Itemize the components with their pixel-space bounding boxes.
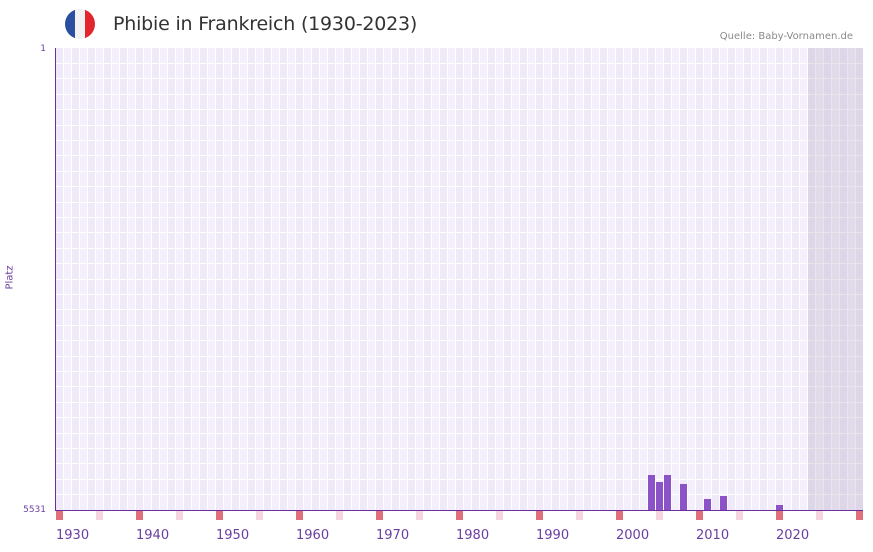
- grid-line: [55, 171, 863, 172]
- grid-line: [55, 279, 863, 280]
- grid-line: [55, 186, 863, 187]
- decade-marker: [616, 511, 623, 520]
- y-tick-top: 1: [40, 44, 46, 54]
- grid-line: [55, 309, 863, 310]
- decade-marker: [296, 511, 303, 520]
- decade-marker: [136, 511, 143, 520]
- x-axis-line: [55, 510, 863, 511]
- y-axis-line: [55, 48, 56, 511]
- decade-marker: [856, 511, 863, 520]
- grid-line: [55, 109, 863, 110]
- grid-line: [55, 94, 863, 95]
- grid-line: [55, 294, 863, 295]
- bar-2005[interactable]: [664, 475, 671, 510]
- grid-line: [55, 140, 863, 141]
- bar-2010[interactable]: [704, 499, 711, 510]
- decade-marker: [216, 511, 223, 520]
- decade-marker: [536, 511, 543, 520]
- future-shade: [808, 48, 863, 510]
- grid-line: [55, 402, 863, 403]
- x-tick-label: 1960: [296, 528, 330, 543]
- bar-2003[interactable]: [648, 475, 655, 510]
- grid-line: [55, 155, 863, 156]
- grid-line: [55, 371, 863, 372]
- x-tick-label: 1950: [216, 528, 250, 543]
- half-decade-marker: [656, 511, 663, 520]
- grid-line: [55, 386, 863, 387]
- x-tick-label: 1980: [456, 528, 490, 543]
- grid-line: [55, 340, 863, 341]
- x-tick-label: 1970: [376, 528, 410, 543]
- france-flag-icon: [65, 9, 95, 39]
- source-credit: Quelle: Baby-Vornamen.de: [719, 31, 853, 42]
- decade-marker: [376, 511, 383, 520]
- bar-2004[interactable]: [656, 482, 663, 510]
- grid-line: [55, 417, 863, 418]
- x-tick-label: 2020: [776, 528, 810, 543]
- chart-title: Phibie in Frankreich (1930-2023): [113, 13, 418, 35]
- decade-marker: [456, 511, 463, 520]
- x-tick-label: 1990: [536, 528, 570, 543]
- grid-line: [55, 217, 863, 218]
- grid-line: [55, 78, 863, 79]
- grid-line: [55, 433, 863, 434]
- bar-2019[interactable]: [776, 505, 783, 510]
- half-decade-marker: [736, 511, 743, 520]
- x-tick-label: 1930: [56, 528, 90, 543]
- half-decade-marker: [256, 511, 263, 520]
- grid-line: [55, 463, 863, 464]
- grid-line: [55, 356, 863, 357]
- grid-line: [55, 248, 863, 249]
- decade-marker: [776, 511, 783, 520]
- decade-marker: [56, 511, 63, 520]
- y-axis-label: Platz: [4, 265, 16, 290]
- half-decade-marker: [96, 511, 103, 520]
- half-decade-marker: [496, 511, 503, 520]
- grid-line: [55, 263, 863, 264]
- half-decade-marker: [576, 511, 583, 520]
- half-decade-marker: [176, 511, 183, 520]
- x-tick-label: 1940: [136, 528, 170, 543]
- half-decade-marker: [416, 511, 423, 520]
- grid-line: [55, 479, 863, 480]
- half-decade-marker: [336, 511, 343, 520]
- x-tick-label: 2010: [696, 528, 730, 543]
- half-decade-marker: [816, 511, 823, 520]
- y-tick-bottom: 5531: [23, 505, 46, 515]
- grid-line: [55, 494, 863, 495]
- grid-line: [55, 202, 863, 203]
- grid-line: [55, 448, 863, 449]
- grid-line: [55, 232, 863, 233]
- bar-2012[interactable]: [720, 496, 727, 510]
- x-tick-label: 2000: [616, 528, 650, 543]
- grid-line: [55, 325, 863, 326]
- bar-2007[interactable]: [680, 484, 687, 510]
- grid-line: [55, 125, 863, 126]
- grid-line: [55, 63, 863, 64]
- decade-marker: [696, 511, 703, 520]
